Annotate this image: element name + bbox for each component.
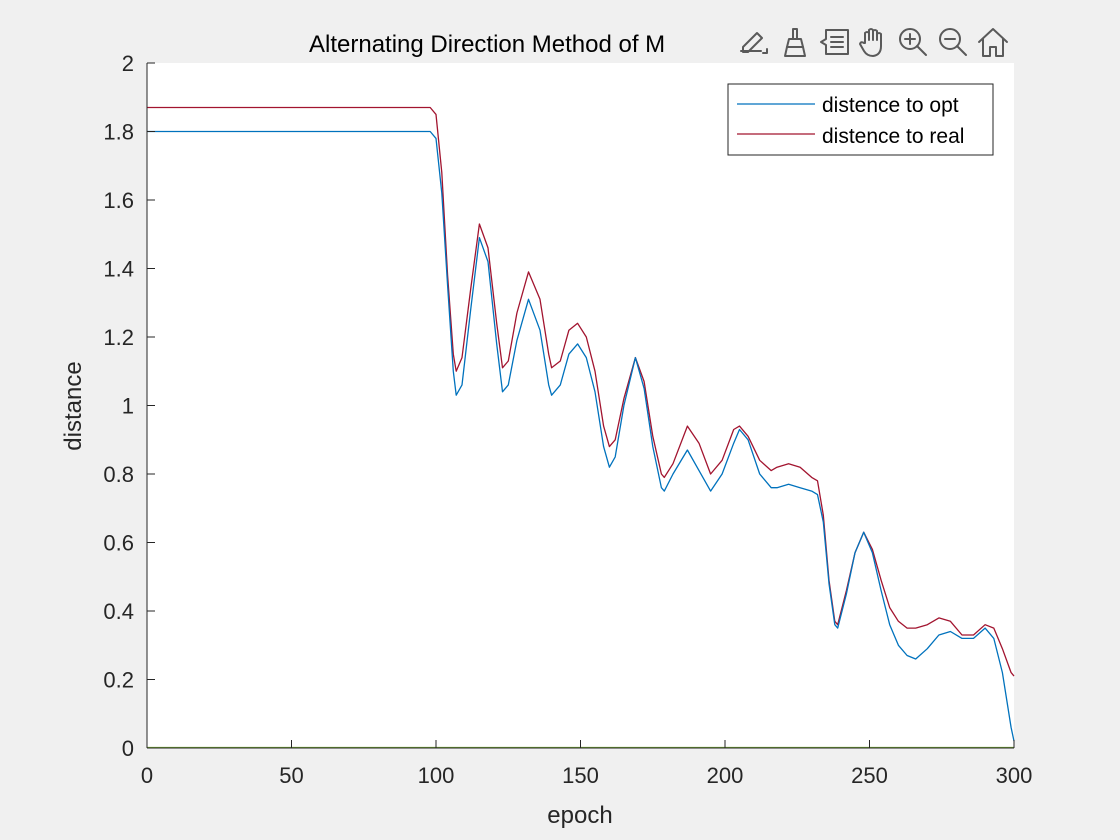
x-tick-label: 200 (707, 763, 744, 788)
axes-toolbar (730, 22, 1014, 62)
data-tips-icon[interactable] (818, 25, 852, 59)
y-axis-ticks: 0 0.2 0.4 0.6 0.8 1 1.2 1.4 1.6 1.8 2 (103, 51, 155, 761)
y-tick-label: 1.2 (103, 325, 134, 350)
legend-label-distence-to-real: distence to real (822, 125, 964, 148)
x-tick-label: 300 (996, 763, 1033, 788)
zoom-out-icon[interactable] (936, 25, 970, 59)
series-line-distence-to-real[interactable] (147, 106, 1015, 677)
pan-hand-icon[interactable] (856, 25, 890, 59)
x-tick-label: 100 (418, 763, 455, 788)
edit-data-icon[interactable] (737, 25, 771, 59)
zoom-in-icon[interactable] (896, 25, 930, 59)
y-tick-label: 1.6 (103, 188, 134, 213)
x-tick-label: 250 (851, 763, 888, 788)
y-tick-label: 0 (122, 736, 134, 761)
home-restore-view-icon[interactable] (976, 25, 1010, 59)
x-tick-label: 0 (141, 763, 153, 788)
legend[interactable]: distence to opt distence to real (727, 83, 994, 156)
x-tick-label: 150 (562, 763, 599, 788)
brush-icon[interactable] (778, 25, 812, 59)
y-axis-label: distance (60, 361, 87, 450)
y-tick-label: 2 (122, 51, 134, 76)
chart-title: Alternating Direction Method of M (309, 31, 665, 58)
series-line-distence-to-opt[interactable] (147, 130, 1015, 742)
y-tick-label: 1.8 (103, 120, 134, 145)
y-tick-label: 0.2 (103, 668, 134, 693)
y-tick-label: 0.6 (103, 531, 134, 556)
legend-label-distence-to-opt: distence to opt (822, 94, 959, 117)
y-tick-label: 1.4 (103, 257, 134, 282)
y-tick-label: 0.8 (103, 462, 134, 487)
x-tick-label: 50 (279, 763, 303, 788)
y-tick-label: 0.4 (103, 599, 134, 624)
x-axis-ticks: 0 50 100 150 200 250 300 (141, 740, 1032, 788)
legend-box (727, 83, 994, 156)
y-tick-label: 1 (122, 394, 134, 419)
axes-background[interactable] (147, 63, 1014, 748)
x-axis-label: epoch (547, 802, 612, 829)
